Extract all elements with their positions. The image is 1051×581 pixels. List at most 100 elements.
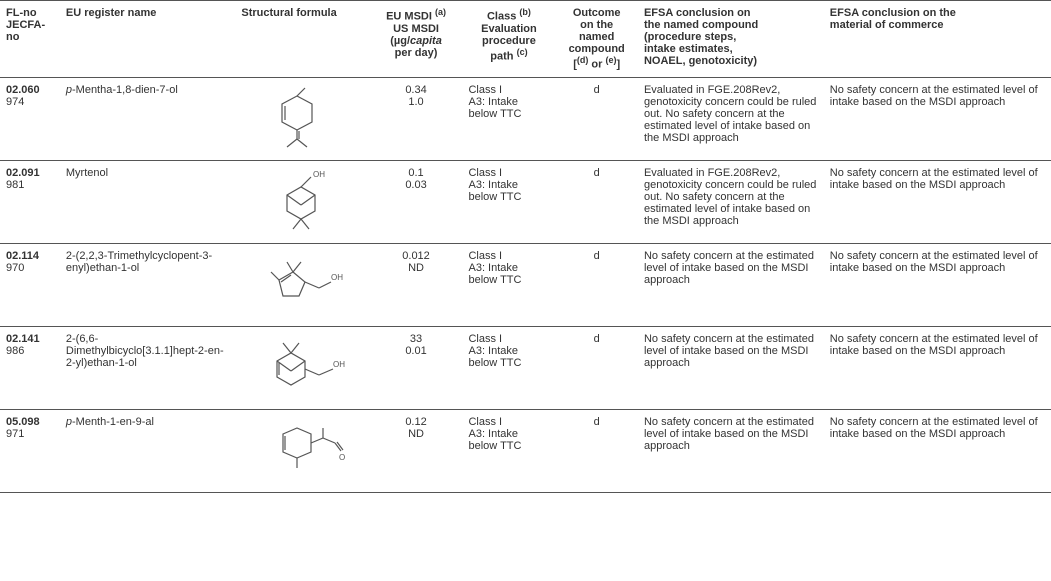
cell-class: Class IA3: Intake below TTC bbox=[462, 409, 555, 492]
col-name-label: EU register name bbox=[66, 7, 156, 19]
class-line1: Class I bbox=[468, 416, 502, 428]
cell-efsa2: No safety concern at the estimated level… bbox=[824, 77, 1051, 160]
cell-efsa2: No safety concern at the estimated level… bbox=[824, 243, 1051, 326]
eu-msdi: 0.12 bbox=[405, 416, 426, 428]
col-efsa2-header: EFSA conclusion on the material of comme… bbox=[824, 1, 1051, 78]
name-rest: -Mentha-1,8-dien-7-ol bbox=[72, 84, 178, 96]
outcome-code: d bbox=[594, 250, 600, 262]
col-fl-l2: JECFA- bbox=[6, 19, 45, 31]
cell-fl: 02.091981 bbox=[0, 160, 60, 243]
efsa2-text: No safety concern at the estimated level… bbox=[830, 84, 1038, 108]
col-efsa1-header: EFSA conclusion on the named compound (p… bbox=[638, 1, 824, 78]
cell-fl: 02.141986 bbox=[0, 326, 60, 409]
class-line2: A3: Intake below TTC bbox=[468, 345, 521, 369]
col-class-sup2: (c) bbox=[517, 47, 528, 57]
col-msdi-header: EU MSDI (a) US MSDI (µg/capita per day) bbox=[370, 1, 463, 78]
col-struct-label: Structural formula bbox=[241, 7, 336, 19]
outcome-code: d bbox=[594, 84, 600, 96]
eu-msdi: 0.1 bbox=[408, 167, 423, 179]
svg-text:O: O bbox=[339, 453, 345, 462]
col-outcome-l2: on the bbox=[580, 19, 613, 31]
col-efsa1-l1: EFSA conclusion on bbox=[644, 7, 751, 19]
class-line2: A3: Intake below TTC bbox=[468, 179, 521, 203]
cell-class: Class IA3: Intake below TTC bbox=[462, 160, 555, 243]
jecfa-no: 981 bbox=[6, 179, 24, 191]
col-msdi-l3i: capita bbox=[410, 35, 442, 47]
cell-fl: 05.098971 bbox=[0, 409, 60, 492]
class-line1: Class I bbox=[468, 250, 502, 262]
cell-efsa2: No safety concern at the estimated level… bbox=[824, 160, 1051, 243]
class-line2: A3: Intake below TTC bbox=[468, 262, 521, 286]
table-row: 02.1149702-(2,2,3-Trimethylcyclopent-3-e… bbox=[0, 243, 1051, 326]
cell-efsa1: No safety concern at the estimated level… bbox=[638, 326, 824, 409]
class-line1: Class I bbox=[468, 333, 502, 345]
col-efsa1-l2: the named compound bbox=[644, 19, 758, 31]
cell-fl: 02.060974 bbox=[0, 77, 60, 160]
table-row: 02.060974p-Mentha-1,8-dien-7-ol0.341.0Cl… bbox=[0, 77, 1051, 160]
fl-no: 02.114 bbox=[6, 250, 39, 262]
efsa2-text: No safety concern at the estimated level… bbox=[830, 333, 1038, 357]
efsa1-text: No safety concern at the estimated level… bbox=[644, 416, 814, 452]
svg-text:OH: OH bbox=[333, 360, 345, 369]
jecfa-no: 986 bbox=[6, 345, 24, 357]
us-msdi: 0.01 bbox=[405, 345, 426, 357]
col-efsa1-l4: intake estimates, bbox=[644, 43, 733, 55]
cell-msdi: 0.012ND bbox=[370, 243, 463, 326]
efsa2-text: No safety concern at the estimated level… bbox=[830, 250, 1038, 274]
cell-outcome: d bbox=[555, 77, 638, 160]
cell-name: p-Menth-1-en-9-al bbox=[60, 409, 236, 492]
col-msdi-sup1: (a) bbox=[435, 7, 446, 17]
col-outcome-l1: Outcome bbox=[573, 7, 621, 19]
col-efsa2-l2: material of commerce bbox=[830, 19, 944, 31]
cell-name: p-Mentha-1,8-dien-7-ol bbox=[60, 77, 236, 160]
col-efsa2-l1: EFSA conclusion on the bbox=[830, 7, 956, 19]
col-class-sup1: (b) bbox=[519, 7, 531, 17]
evaluation-table: FL-no JECFA- no EU register name Structu… bbox=[0, 0, 1051, 493]
cell-efsa1: No safety concern at the estimated level… bbox=[638, 409, 824, 492]
cell-efsa2: No safety concern at the estimated level… bbox=[824, 409, 1051, 492]
col-outcome-sup2: (e) bbox=[605, 55, 616, 65]
cell-structure: OH bbox=[235, 243, 369, 326]
cell-name: 2-(6,6-Dimethylbicyclo[3.1.1]hept-2-en-2… bbox=[60, 326, 236, 409]
jecfa-no: 970 bbox=[6, 262, 24, 274]
col-name-header: EU register name bbox=[60, 1, 236, 78]
col-outcome-header: Outcome on the named compound [(d) or (e… bbox=[555, 1, 638, 78]
cell-efsa2: No safety concern at the estimated level… bbox=[824, 326, 1051, 409]
col-fl-l3: no bbox=[6, 31, 19, 43]
header-row: FL-no JECFA- no EU register name Structu… bbox=[0, 1, 1051, 78]
col-fl-l1: FL-no bbox=[6, 7, 37, 19]
col-class-l1: Class bbox=[487, 11, 516, 23]
us-msdi: 1.0 bbox=[408, 96, 423, 108]
fl-no: 02.060 bbox=[6, 84, 40, 96]
table-row: 05.098971p-Menth-1-en-9-alO0.12NDClass I… bbox=[0, 409, 1051, 492]
col-efsa1-l3: (procedure steps, bbox=[644, 31, 736, 43]
cell-outcome: d bbox=[555, 243, 638, 326]
col-outcome-l4: compound bbox=[569, 43, 625, 55]
outcome-code: d bbox=[594, 167, 600, 179]
col-outcome-l7: ] bbox=[616, 59, 620, 71]
col-fl-header: FL-no JECFA- no bbox=[0, 1, 60, 78]
table-row: 02.091981MyrtenolOH0.10.03Class IA3: Int… bbox=[0, 160, 1051, 243]
jecfa-no: 971 bbox=[6, 428, 24, 440]
eu-msdi: 33 bbox=[410, 333, 422, 345]
col-efsa1-l5: NOAEL, genotoxicity) bbox=[644, 55, 757, 67]
col-class-l4: path bbox=[490, 50, 513, 62]
table-row: 02.1419862-(6,6-Dimethylbicyclo[3.1.1]he… bbox=[0, 326, 1051, 409]
us-msdi: ND bbox=[408, 428, 424, 440]
fl-no: 02.091 bbox=[6, 167, 40, 179]
col-msdi-l4: per day) bbox=[395, 47, 438, 59]
eu-msdi: 0.34 bbox=[405, 84, 426, 96]
col-outcome-sup1: (d) bbox=[577, 55, 589, 65]
cell-msdi: 0.12ND bbox=[370, 409, 463, 492]
cell-structure bbox=[235, 77, 369, 160]
cell-efsa1: No safety concern at the estimated level… bbox=[638, 243, 824, 326]
cell-name: Myrtenol bbox=[60, 160, 236, 243]
class-line1: Class I bbox=[468, 167, 502, 179]
col-outcome-l6: or bbox=[588, 59, 605, 71]
fl-no: 02.141 bbox=[6, 333, 40, 345]
svg-text:OH: OH bbox=[331, 273, 343, 282]
fl-no: 05.098 bbox=[6, 416, 40, 428]
name-rest: 2-(6,6-Dimethylbicyclo[3.1.1]hept-2-en-2… bbox=[66, 333, 224, 369]
name-rest: -Menth-1-en-9-al bbox=[72, 416, 154, 428]
col-class-l3: procedure bbox=[482, 35, 536, 47]
